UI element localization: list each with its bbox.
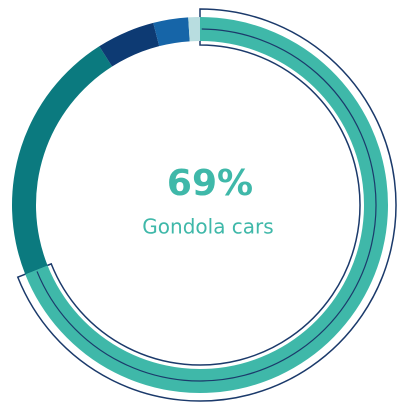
segment	[99, 22, 160, 67]
segment	[153, 17, 190, 47]
segment	[11, 46, 113, 275]
highlight-inner-line	[36, 28, 377, 382]
segment	[188, 17, 200, 42]
highlight-outline	[16, 8, 397, 402]
highlight-label: Gondola cars	[142, 215, 273, 239]
highlight-value: 69%	[167, 163, 253, 204]
